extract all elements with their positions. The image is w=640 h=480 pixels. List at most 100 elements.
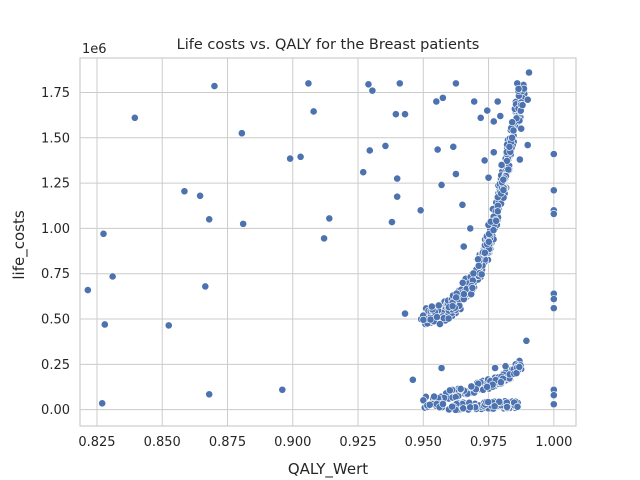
data-point [458, 278, 467, 287]
x-tick-label: 0.950 [405, 435, 442, 450]
data-point [477, 270, 486, 279]
data-point [492, 216, 501, 225]
data-point [180, 187, 189, 196]
data-point [448, 302, 457, 311]
data-point [201, 282, 210, 291]
data-point [130, 113, 139, 122]
data-point [239, 219, 248, 228]
y-tick-label: 0.75 [41, 267, 70, 282]
y-tick-label: 1.75 [41, 86, 70, 101]
data-point [237, 129, 246, 138]
data-point [495, 397, 504, 406]
data-point [433, 145, 442, 154]
data-point [359, 168, 368, 177]
data-point [452, 79, 460, 88]
data-point [419, 315, 428, 324]
data-point [484, 173, 493, 182]
data-point [83, 286, 92, 294]
data-point [395, 79, 404, 88]
x-axis-label: QALY_Wert [288, 460, 368, 479]
data-points [83, 68, 558, 414]
data-point [549, 186, 558, 195]
data-point [549, 304, 558, 313]
data-point [515, 363, 524, 371]
data-point [437, 364, 446, 372]
data-point [497, 161, 506, 169]
data-point [437, 180, 446, 189]
data-point [416, 206, 425, 215]
data-point [391, 110, 400, 119]
data-point [504, 165, 513, 174]
data-point [449, 142, 458, 151]
data-point [483, 106, 492, 115]
y-axis-label: life_costs [10, 210, 29, 279]
data-point [325, 214, 334, 223]
data-point [549, 210, 558, 218]
data-point [419, 396, 428, 405]
data-point [430, 392, 438, 401]
data-point [549, 391, 558, 400]
x-tick-label: 0.975 [470, 435, 507, 450]
data-point [513, 402, 522, 411]
data-point [452, 170, 460, 178]
data-point [467, 290, 476, 299]
data-point [427, 302, 436, 311]
data-point [100, 320, 109, 329]
y-tick-label: 1.50 [41, 131, 70, 146]
data-point [459, 242, 468, 251]
data-point [505, 142, 514, 151]
data-point [517, 124, 526, 133]
data-point [518, 101, 527, 110]
chart-title: Life costs vs. QALY for the Breast patie… [177, 37, 480, 53]
data-point [364, 80, 373, 89]
data-point [458, 200, 467, 209]
data-point [509, 126, 518, 135]
data-point [483, 382, 492, 391]
data-point [491, 364, 499, 372]
y-tick-label: 1.25 [41, 177, 70, 192]
data-point [408, 375, 417, 384]
data-point [515, 155, 524, 164]
data-point [388, 218, 396, 226]
data-point [484, 237, 493, 246]
data-point [499, 186, 508, 194]
x-tick-label: 0.850 [144, 435, 181, 450]
data-point [164, 321, 173, 330]
data-point [489, 226, 498, 235]
data-point [99, 229, 108, 238]
data-point [196, 191, 204, 200]
y-offset-label: 1e6 [82, 42, 107, 57]
data-point [108, 272, 117, 281]
data-point [368, 86, 377, 95]
data-point [493, 97, 502, 106]
data-point [205, 390, 214, 399]
data-point [508, 118, 517, 127]
data-point [466, 403, 475, 412]
data-point [466, 224, 475, 233]
data-point [393, 192, 402, 201]
data-point [459, 404, 468, 413]
data-point [381, 142, 390, 150]
x-tick-labels: 0.825 0.850 0.875 0.900 0.925 0.950 0.975 1.000 [78, 435, 572, 450]
data-point [476, 113, 485, 122]
data-point [434, 301, 443, 310]
data-point [496, 378, 505, 387]
data-point [365, 146, 374, 155]
data-point [320, 234, 328, 243]
data-point [452, 293, 461, 302]
x-tick-label: 1.000 [535, 435, 572, 450]
data-point [474, 261, 483, 270]
data-point [456, 385, 465, 393]
data-point [467, 382, 476, 391]
data-point [425, 400, 434, 409]
data-point [470, 97, 479, 106]
data-point [98, 399, 107, 408]
data-point [309, 107, 318, 116]
x-tick-label: 0.925 [339, 435, 376, 450]
data-point [460, 290, 468, 298]
x-tick-label: 0.900 [274, 435, 311, 450]
data-point [438, 93, 447, 102]
data-point [493, 207, 502, 216]
